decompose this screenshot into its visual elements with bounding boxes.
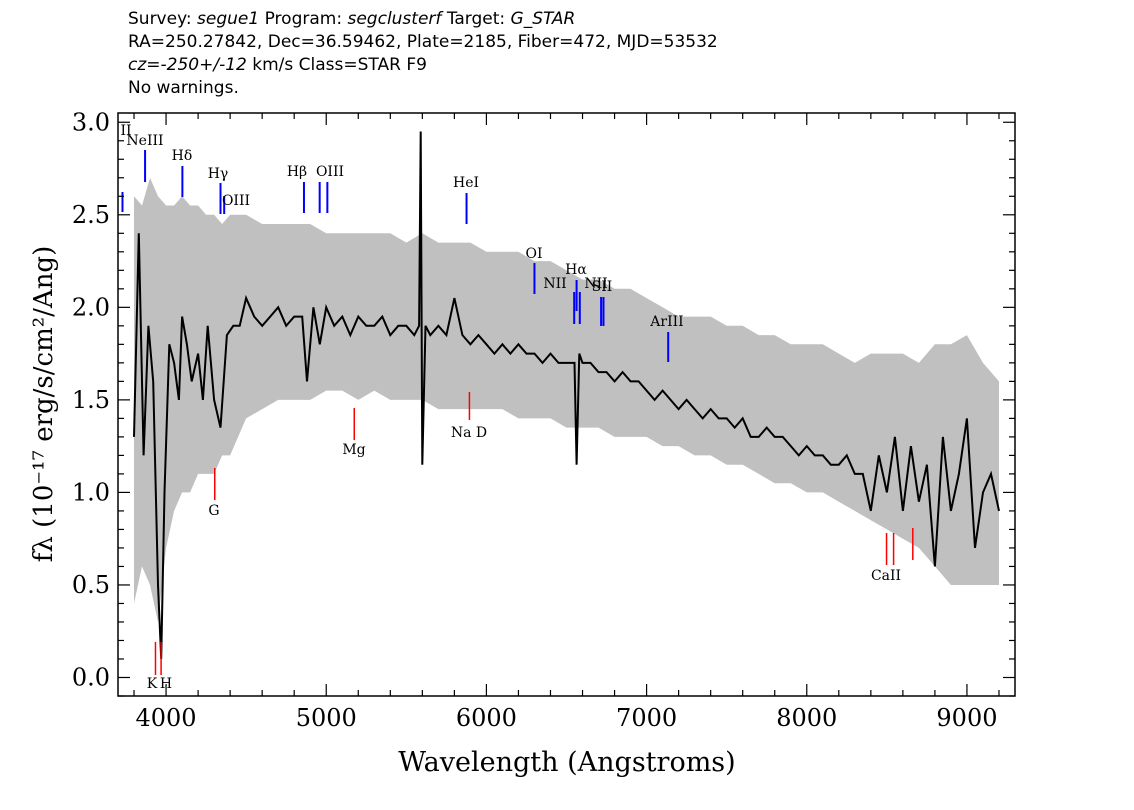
flux-line	[133, 131, 1000, 660]
absorption-label: G	[208, 503, 219, 519]
emission-label: Hα	[565, 262, 587, 278]
y-tick-label: 1.0	[72, 478, 110, 506]
x-tick-label: 5000	[296, 704, 357, 732]
absorption-label: Mg	[342, 442, 365, 458]
y-tick-label: 3.0	[72, 108, 110, 136]
header-line-4: No warnings.	[128, 78, 239, 98]
survey-label: Survey:	[128, 9, 192, 29]
x-axis-label: Wavelength (Angstroms)	[398, 747, 735, 778]
y-tick-label: 2.5	[72, 201, 110, 229]
survey-value: segue1	[197, 9, 260, 29]
emission-label: OIII	[222, 193, 250, 209]
y-tick-label: 0.5	[72, 571, 110, 599]
y-axis-label: fλ (10⁻¹⁷ erg/s/cm²/Ang)	[29, 246, 59, 562]
emission-label: OI	[525, 246, 542, 262]
emission-label: HeI	[453, 175, 479, 191]
absorption-label: K	[147, 676, 158, 692]
emission-label: ArIII	[649, 314, 683, 330]
emission-label: Hβ	[287, 164, 307, 180]
y-tick-label: 1.5	[72, 386, 110, 414]
x-tick-label: 9000	[936, 704, 997, 732]
absorption-label: Na D	[451, 425, 487, 441]
flux-series	[133, 131, 1000, 660]
program-label: Program:	[264, 9, 343, 29]
plot-frame	[117, 112, 1016, 697]
x-tick-label: 8000	[776, 704, 837, 732]
program-value: segclusterf	[347, 9, 442, 29]
emission-label: Hγ	[208, 166, 229, 182]
emission-label: Hδ	[172, 148, 193, 164]
header-line-1: Survey: segue1 Program: segclusterf Targ…	[128, 8, 718, 31]
cz-value: -250+/-12	[160, 55, 247, 75]
absorption-label: CaII	[871, 568, 901, 584]
cz-label: cz=	[128, 55, 161, 75]
y-tick-label: 2.0	[72, 293, 110, 321]
error-envelope-area	[134, 177, 999, 623]
emission-label: NII	[584, 276, 607, 292]
header-line-2: RA=250.27842, Dec=36.59462, Plate=2185, …	[128, 32, 718, 52]
x-tick-label: 6000	[456, 704, 517, 732]
emission-label: SII	[592, 279, 613, 295]
class-text: Class=STAR F9	[298, 55, 427, 75]
cz-unit: km/s	[252, 55, 294, 75]
x-tick-label: 7000	[616, 704, 677, 732]
target-label: Target:	[446, 9, 506, 29]
emission-label: II	[120, 123, 131, 139]
error-envelope	[134, 177, 999, 623]
y-tick-label: 0.0	[72, 663, 110, 691]
header-line-3: cz=-250+/-12 km/s Class=STAR F9	[128, 54, 718, 77]
target-value: G_STAR	[510, 9, 576, 29]
axes: 4000 5000 6000 7000 8000 9000 0.0 0.5 1.0 1.5 2.0 2…	[72, 108, 1016, 732]
emission-label: OIII	[316, 164, 344, 180]
spectrum-header: Survey: segue1 Program: segclusterf Targ…	[128, 8, 718, 100]
emission-label: NII	[543, 276, 566, 292]
x-tick-label: 4000	[136, 704, 197, 732]
emission-label: NeIII	[126, 133, 163, 149]
